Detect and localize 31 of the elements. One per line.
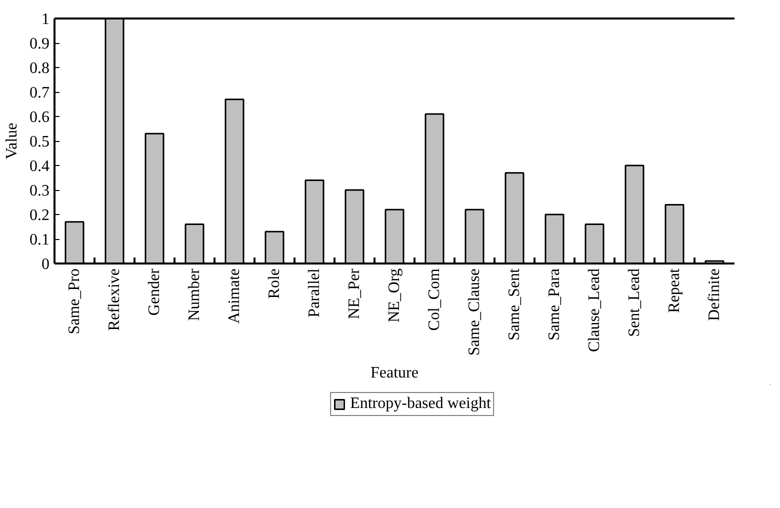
x-tick-label: Animate [226, 268, 243, 324]
x-tick-label: Role [266, 268, 283, 299]
y-tick-label: 0.4 [30, 158, 50, 175]
x-tick-label: Number [186, 268, 203, 321]
x-tick-label: Same_Pro [66, 268, 83, 334]
x-tick-label: Reflexive [106, 268, 123, 331]
y-tick-label: 0 [42, 256, 50, 273]
x-tick-label: Clause_Lead [586, 268, 603, 352]
x-tick-label: NE_Org [386, 268, 403, 322]
y-tick-label: 0.9 [30, 36, 50, 52]
y-tick-label: 0.5 [30, 134, 50, 150]
x-tick-label: Parallel [306, 268, 323, 318]
y-tick-label: 0.8 [30, 60, 50, 77]
x-tick-label: Gender [146, 268, 163, 316]
y-axis-title: Value [4, 122, 20, 160]
x-tick-label: Repeat [666, 268, 683, 313]
x-tick-label: NE_Per [346, 268, 363, 320]
y-tick-label: 1 [42, 11, 50, 28]
y-tick-label: 0.3 [30, 182, 50, 200]
x-tick-label: Same_Para [546, 268, 563, 340]
x-tick-label: Sent_Lead [626, 268, 643, 337]
y-tick-label: 0.6 [30, 109, 50, 126]
y-tick-label: 0.7 [30, 84, 50, 102]
x-tick-label: Definite [706, 268, 723, 321]
x-tick-label: Same_Sent [506, 268, 523, 340]
legend-label: Entropy-based weight [350, 395, 491, 413]
x-tick-label: Same_Clause [466, 268, 483, 356]
y-tick-label: 0.2 [30, 207, 50, 224]
y-tick-label: 0.1 [30, 232, 50, 248]
x-tick-label: Col_Com [426, 268, 443, 331]
x-axis-title: Feature [370, 364, 418, 382]
